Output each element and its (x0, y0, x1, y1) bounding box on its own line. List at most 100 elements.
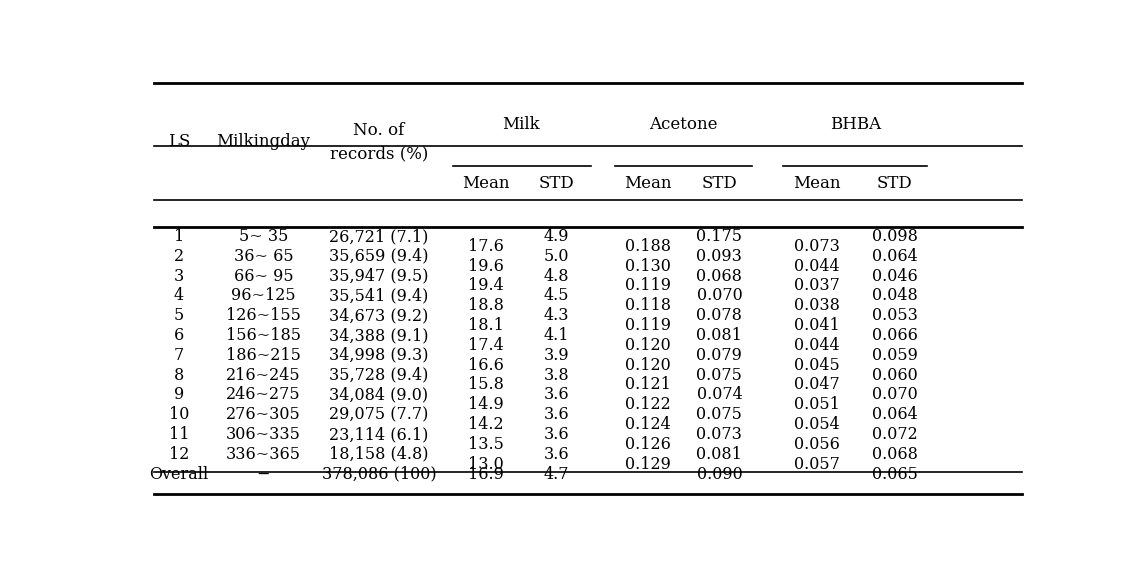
Text: 3.6: 3.6 (544, 426, 570, 443)
Text: Mean: Mean (794, 175, 841, 192)
Text: 0.054: 0.054 (795, 416, 840, 433)
Text: 0.081: 0.081 (696, 327, 742, 344)
Text: 156~185: 156~185 (226, 327, 301, 344)
Text: 13.0: 13.0 (468, 455, 504, 473)
Text: 378,086 (100): 378,086 (100) (321, 466, 436, 483)
Text: 4.5: 4.5 (544, 288, 569, 305)
Text: BHBA: BHBA (830, 116, 881, 133)
Text: 3.8: 3.8 (544, 367, 570, 384)
Text: 34,388 (9.1): 34,388 (9.1) (329, 327, 429, 344)
Text: 3.6: 3.6 (544, 386, 570, 403)
Text: 0.070: 0.070 (696, 288, 742, 305)
Text: 35,728 (9.4): 35,728 (9.4) (329, 367, 429, 384)
Text: 0.066: 0.066 (872, 327, 918, 344)
Text: 4: 4 (174, 288, 184, 305)
Text: 0.078: 0.078 (696, 307, 742, 324)
Text: 0.093: 0.093 (696, 248, 742, 265)
Text: 0.098: 0.098 (872, 228, 918, 245)
Text: 3.9: 3.9 (544, 347, 570, 364)
Text: 10: 10 (169, 406, 189, 423)
Text: 1: 1 (174, 228, 184, 245)
Text: 276~305: 276~305 (226, 406, 301, 423)
Text: 0.090: 0.090 (696, 466, 742, 483)
Text: 0.064: 0.064 (872, 248, 918, 265)
Text: 2: 2 (174, 248, 184, 265)
Text: 0.126: 0.126 (625, 436, 671, 453)
Text: 216~245: 216~245 (226, 367, 301, 384)
Text: 14.2: 14.2 (468, 416, 504, 433)
Text: 0.119: 0.119 (625, 277, 671, 294)
Text: 0.070: 0.070 (872, 386, 918, 403)
Text: 0.059: 0.059 (872, 347, 918, 364)
Text: 14.9: 14.9 (468, 396, 504, 413)
Text: 34,673 (9.2): 34,673 (9.2) (329, 307, 429, 324)
Text: 0.120: 0.120 (625, 357, 671, 373)
Text: Milk: Milk (502, 116, 540, 133)
Text: 36~ 65: 36~ 65 (234, 248, 294, 265)
Text: 5.0: 5.0 (544, 248, 569, 265)
Text: 0.074: 0.074 (696, 386, 742, 403)
Text: 4.1: 4.1 (544, 327, 569, 344)
Text: 5~ 35: 5~ 35 (239, 228, 288, 245)
Text: 7: 7 (174, 347, 184, 364)
Text: 16.9: 16.9 (468, 466, 504, 483)
Text: 246~275: 246~275 (226, 386, 301, 403)
Text: 17.6: 17.6 (468, 238, 504, 255)
Text: 0.121: 0.121 (625, 376, 671, 393)
Text: LS: LS (167, 133, 190, 150)
Text: 0.038: 0.038 (794, 297, 840, 314)
Text: STD: STD (539, 175, 575, 192)
Text: 15.8: 15.8 (468, 376, 504, 393)
Text: 5: 5 (174, 307, 184, 324)
Text: 0.118: 0.118 (625, 297, 671, 314)
Text: No. of
records (%): No. of records (%) (329, 121, 428, 162)
Text: 0.075: 0.075 (696, 406, 742, 423)
Text: 13.5: 13.5 (468, 436, 504, 453)
Text: Overall: Overall (149, 466, 209, 483)
Text: 3.6: 3.6 (544, 406, 570, 423)
Text: 17.4: 17.4 (468, 337, 504, 354)
Text: 3.6: 3.6 (544, 446, 570, 463)
Text: 0.081: 0.081 (696, 446, 742, 463)
Text: 0.045: 0.045 (795, 357, 840, 373)
Text: 18.1: 18.1 (468, 317, 504, 334)
Text: 0.068: 0.068 (696, 268, 742, 285)
Text: 96~125: 96~125 (231, 288, 296, 305)
Text: Milkingday: Milkingday (217, 133, 311, 150)
Text: 8: 8 (174, 367, 184, 384)
Text: 0.119: 0.119 (625, 317, 671, 334)
Text: 9: 9 (174, 386, 184, 403)
Text: 0.047: 0.047 (795, 376, 840, 393)
Text: 0.129: 0.129 (625, 455, 671, 473)
Text: 0.046: 0.046 (872, 268, 918, 285)
Text: 34,998 (9.3): 34,998 (9.3) (329, 347, 429, 364)
Text: 19.6: 19.6 (468, 258, 504, 275)
Text: 18,158 (4.8): 18,158 (4.8) (329, 446, 429, 463)
Text: Mean: Mean (462, 175, 509, 192)
Text: 0.124: 0.124 (625, 416, 671, 433)
Text: 0.188: 0.188 (625, 238, 671, 255)
Text: 6: 6 (174, 327, 184, 344)
Text: 0.037: 0.037 (794, 277, 840, 294)
Text: 29,075 (7.7): 29,075 (7.7) (329, 406, 429, 423)
Text: 12: 12 (169, 446, 189, 463)
Text: 66~ 95: 66~ 95 (234, 268, 294, 285)
Text: 35,659 (9.4): 35,659 (9.4) (329, 248, 429, 265)
Text: 4.9: 4.9 (544, 228, 569, 245)
Text: 0.048: 0.048 (872, 288, 918, 305)
Text: 336~365: 336~365 (226, 446, 301, 463)
Text: 4.7: 4.7 (544, 466, 569, 483)
Text: 0.056: 0.056 (794, 436, 840, 453)
Text: 0.068: 0.068 (872, 446, 918, 463)
Text: 0.041: 0.041 (795, 317, 840, 334)
Text: 186~215: 186~215 (226, 347, 301, 364)
Text: 0.122: 0.122 (625, 396, 671, 413)
Text: 0.079: 0.079 (696, 347, 742, 364)
Text: 0.073: 0.073 (794, 238, 840, 255)
Text: 3: 3 (174, 268, 184, 285)
Text: 0.064: 0.064 (872, 406, 918, 423)
Text: 18.8: 18.8 (468, 297, 504, 314)
Text: Acetone: Acetone (649, 116, 718, 133)
Text: 0.065: 0.065 (872, 466, 918, 483)
Text: −: − (257, 466, 270, 483)
